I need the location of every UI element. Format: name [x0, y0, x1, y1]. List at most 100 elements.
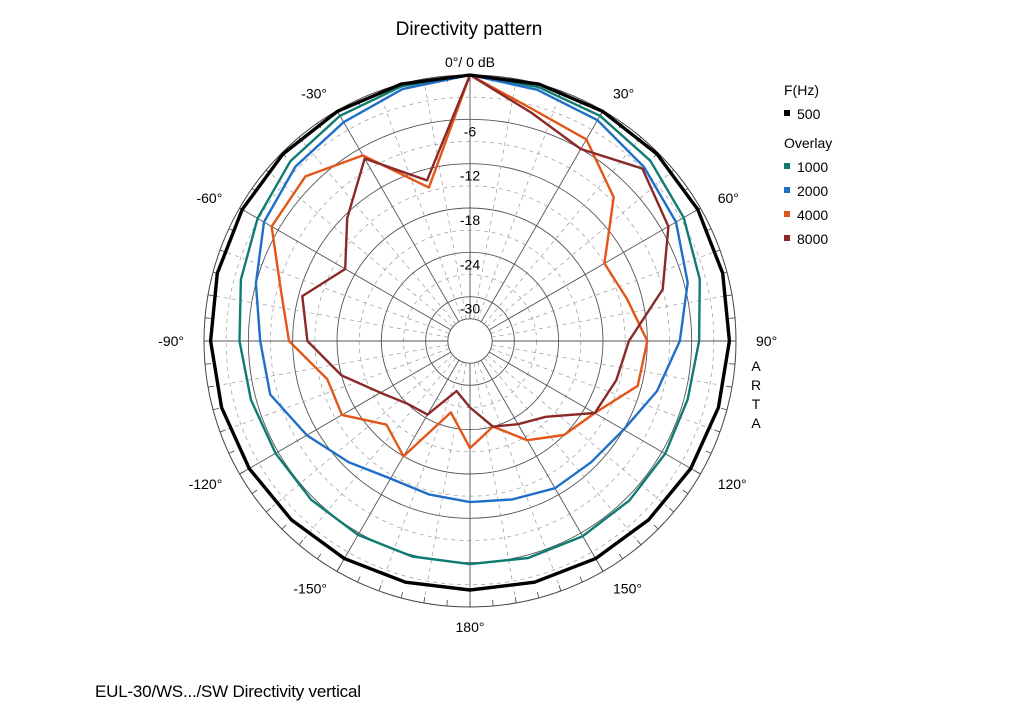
spoke-30: [480, 110, 604, 323]
angle-label: -150°: [293, 581, 327, 597]
rim-tick-100: [725, 385, 733, 388]
spoke-210: [336, 359, 460, 572]
angle-label: -60°: [196, 190, 222, 206]
rim-tick-85: [728, 317, 736, 319]
brand-letter: A: [751, 358, 761, 374]
spoke-50: [486, 169, 674, 328]
rim-tick-110: [714, 429, 721, 433]
rim-tick-170: [514, 596, 517, 604]
spoke-70: [490, 249, 721, 334]
rim-tick-265: [204, 363, 212, 365]
spoke-110: [490, 348, 721, 433]
legend-entry: 4000: [797, 207, 828, 223]
polar-grid: [203, 74, 737, 608]
legend-entry: 500: [797, 106, 821, 122]
rim-tick-150: [599, 565, 604, 572]
caption: EUL-30/WS.../SW Directivity vertical: [95, 682, 361, 701]
brand-letter: R: [751, 377, 761, 393]
rim-tick-175: [492, 599, 494, 607]
angle-label: -30°: [301, 85, 327, 101]
ring-label: -6: [464, 123, 477, 139]
rim-tick-230: [265, 507, 272, 513]
rim-tick-135: [653, 524, 659, 530]
rim-tick-200: [378, 585, 382, 592]
rim-tick-245: [228, 450, 235, 454]
legend-swatch: [784, 110, 790, 116]
spoke-20: [477, 90, 562, 321]
rim-tick-255: [212, 407, 219, 411]
spoke-40: [483, 137, 642, 325]
ring-labels: -6 -12 -18 -24 -30: [460, 123, 480, 316]
legend-overlay-header: Overlay: [784, 135, 832, 151]
angle-label: 30°: [613, 85, 634, 101]
angle-labels: 30° 60° 90° 120° 150° 180° -150° -120° -90° -60° -…: [158, 85, 777, 635]
rim-tick-140: [636, 539, 642, 546]
brand-letter: A: [751, 415, 761, 431]
rim-tick-120: [694, 470, 701, 475]
rim-tick-165: [536, 592, 540, 599]
spoke-170: [473, 362, 517, 604]
spoke-10: [473, 78, 517, 320]
ring-label: -18: [460, 212, 480, 228]
brand-letter: T: [752, 396, 761, 412]
rim-tick-205: [357, 576, 361, 583]
spoke-160: [477, 361, 562, 592]
legend-entry: 8000: [797, 231, 828, 247]
rim-tick-115: [705, 450, 712, 454]
rim-tick-80: [725, 294, 733, 297]
rim-tick-225: [281, 524, 287, 530]
rim-tick-235: [251, 489, 258, 494]
spoke-80: [491, 294, 733, 338]
rim-tick-240: [239, 470, 246, 475]
legend-swatch: [784, 235, 790, 241]
angle-label: 60°: [718, 190, 739, 206]
spoke-140: [483, 357, 642, 545]
top-angle-label: 0°/ 0 dB: [445, 54, 495, 70]
spoke-230: [266, 354, 454, 513]
spoke-190: [423, 362, 467, 604]
legend-entry: 2000: [797, 183, 828, 199]
spoke-220: [298, 357, 457, 545]
angle-label: 150°: [613, 581, 642, 597]
angle-label: 180°: [456, 619, 485, 635]
spoke-130: [486, 354, 674, 513]
spoke-60: [488, 207, 701, 331]
legend-swatch: [784, 187, 790, 193]
rim-tick-145: [618, 553, 623, 560]
rim-tick-210: [336, 565, 341, 572]
legend-swatch: [784, 163, 790, 169]
rim-tick-185: [446, 599, 448, 607]
chart-title: Directivity pattern: [396, 19, 543, 40]
rim-tick-130: [668, 507, 675, 513]
rim-tick-105: [721, 407, 728, 411]
series-500-curve: [208, 73, 732, 592]
spoke-330: [336, 110, 460, 323]
legend-entry: 1000: [797, 159, 828, 175]
rim-tick-215: [317, 553, 322, 560]
spoke-200: [378, 361, 463, 592]
series-2000-curve: [254, 73, 689, 504]
ring-label: -30: [460, 301, 480, 317]
series-curves: [208, 73, 732, 592]
series-4000-curve: [270, 73, 649, 458]
series-8000-curve: [301, 73, 670, 428]
inner-ring: [447, 318, 493, 364]
ring-label: -24: [460, 256, 480, 272]
series-1000-curve: [238, 73, 701, 566]
rim-tick-220: [298, 539, 304, 546]
rim-tick-155: [579, 576, 583, 583]
rim-tick-95: [728, 363, 736, 365]
angle-label: 90°: [756, 333, 777, 349]
rim-tick-250: [219, 429, 226, 433]
rim-tick-190: [423, 596, 426, 604]
spoke-310: [266, 169, 454, 328]
rim-tick-195: [400, 592, 404, 599]
rim-tick-125: [682, 489, 689, 494]
rim-tick-260: [207, 385, 215, 388]
rim-tick-275: [204, 317, 212, 319]
spoke-350: [423, 78, 467, 320]
spoke-240: [239, 351, 452, 475]
angle-label: 120°: [718, 476, 747, 492]
